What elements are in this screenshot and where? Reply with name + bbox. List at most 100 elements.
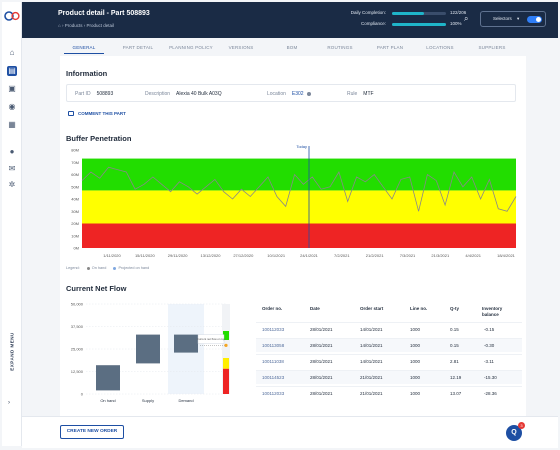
user-icon[interactable]: ● <box>9 147 15 156</box>
tab-part-detail[interactable]: PART DETAIL <box>122 45 154 50</box>
table-cell: 14/01/2021 <box>360 343 383 348</box>
order-number-link[interactable]: 100114523 <box>262 375 285 380</box>
table-cell: -15.30 <box>484 375 497 380</box>
zone-green <box>82 158 516 191</box>
daily-completion-bar <box>392 12 446 15</box>
legend-on-hand: On hand <box>91 266 107 270</box>
table-cell: 1000 <box>410 343 421 348</box>
y-tick-label: 10M <box>71 233 79 238</box>
chat-support-button[interactable]: Q <box>506 425 522 441</box>
archive-icon[interactable]: ▣ <box>8 84 16 93</box>
table-cell: -0.30 <box>484 343 495 348</box>
info-icon[interactable] <box>306 91 311 96</box>
table-cell: 0.15 <box>450 327 459 332</box>
today-label: Today <box>296 144 307 149</box>
x-tick-label: 18/4/2021 <box>497 253 516 258</box>
breadcrumb: ⌂ › Products › Product detail <box>58 23 115 28</box>
document-icon[interactable]: ▤ <box>7 66 17 76</box>
y-tick-label: 30M <box>71 209 79 214</box>
selectors-dropdown[interactable]: Selectors ▾ <box>480 11 546 27</box>
bar-supply <box>136 334 160 364</box>
table-cell: 1000 <box>410 391 421 396</box>
table-cell: 21/01/2021 <box>360 375 383 380</box>
tab-bom[interactable]: BOM <box>286 45 298 50</box>
part-id-field: Part ID 508893 <box>75 91 114 97</box>
table-cell: 13.07 <box>450 391 462 396</box>
table-row[interactable]: 100114523 28/01/2021 21/01/2021 1000 12.19 -1… <box>256 370 522 384</box>
comment-icon <box>68 111 74 117</box>
order-number-link[interactable]: 100113058 <box>262 343 285 348</box>
tab-part-plan[interactable]: PART PLAN <box>376 45 404 50</box>
description-field: Description Alexia 40 Bulk A03Q <box>145 91 222 97</box>
comment-part-link[interactable]: COMMENT THIS PART <box>68 111 126 117</box>
y-tick-label: 70M <box>71 160 79 165</box>
table-cell: -0.15 <box>484 327 495 332</box>
tab-planning-policy[interactable]: PLANNING POLICY <box>169 45 213 50</box>
mail-icon[interactable]: ✉ <box>8 164 16 173</box>
table-row[interactable]: 100112033 28/01/2021 14/01/2021 1000 0.15 -0.… <box>256 322 522 336</box>
x-category-label: Demand <box>178 398 193 403</box>
table-cell: -28.36 <box>484 391 497 396</box>
rule-field: Rule MTF <box>347 91 374 97</box>
series-line-on-hand <box>81 166 517 212</box>
tab-routings[interactable]: ROUTINGS <box>327 45 353 50</box>
tab-general[interactable]: GENERAL <box>64 40 104 54</box>
x-tick-label: 21/2/2021 <box>366 253 385 258</box>
x-tick-label: 13/12/2020 <box>200 253 221 258</box>
y-tick-label: 37,500 <box>71 324 84 329</box>
x-tick-label: 15/11/2020 <box>135 253 155 258</box>
table-row[interactable]: 100112033 28/01/2021 21/01/2021 1000 13.07 -2… <box>256 386 522 400</box>
order-number-link[interactable]: 100112033 <box>262 327 285 332</box>
x-tick-label: 24/1/2021 <box>300 253 319 258</box>
x-tick-label: 10/1/2021 <box>267 253 286 258</box>
table-row[interactable]: 100111038 28/01/2021 14/01/2021 1000 2.81 -3.… <box>256 354 522 368</box>
buffer-zone-green <box>223 331 229 340</box>
table-cell: 28/01/2021 <box>310 359 333 364</box>
current-net-flow-title: Current Net Flow <box>66 284 127 293</box>
tab-versions[interactable]: VERSIONS <box>228 45 254 50</box>
breadcrumb-products[interactable]: Products <box>64 23 83 28</box>
gear-icon[interactable]: ✲ <box>8 180 16 189</box>
net-flow-marker <box>224 343 228 347</box>
order-number-link[interactable]: 100112033 <box>262 391 285 396</box>
table-cell: 1000 <box>410 327 421 332</box>
table-cell: 14/01/2021 <box>360 327 383 332</box>
col-qty: Q-ty <box>450 306 459 311</box>
company-logo <box>4 11 20 21</box>
sidebar: ⌂ ▤ ▣ ◉ ▦ ● ✉ ✲ EXPAND MENU › <box>2 2 22 446</box>
table-cell: 12.19 <box>450 375 462 380</box>
x-tick-label: 4/4/2021 <box>465 253 481 258</box>
order-number-link[interactable]: 100111038 <box>262 359 284 364</box>
search-icon[interactable]: ⌕ <box>464 14 469 23</box>
buffer-zone-red <box>223 368 229 394</box>
information-title: Information <box>66 69 108 78</box>
compliance-bar <box>392 23 446 26</box>
home-breadcrumb-icon[interactable]: ⌂ <box>58 23 61 28</box>
table-cell: 28/01/2021 <box>310 343 333 348</box>
tab-locations[interactable]: LOCATIONS <box>426 45 454 50</box>
selectors-toggle[interactable] <box>527 16 542 23</box>
table-row[interactable]: 100113058 28/01/2021 14/01/2021 1000 0.15 -0.… <box>256 338 522 352</box>
create-new-order-button[interactable]: CREATE NEW ORDER <box>60 425 124 439</box>
table-cell: 28/01/2021 <box>310 391 333 396</box>
x-tick-label: 7/2/2021 <box>334 253 350 258</box>
compliance-value: 100% <box>450 21 462 26</box>
location-link[interactable]: E302 <box>291 91 304 97</box>
expand-arrow-icon[interactable]: › <box>8 400 10 406</box>
expand-menu-button[interactable]: EXPAND MENU <box>5 317 19 397</box>
home-icon[interactable]: ⌂ <box>9 48 15 57</box>
y-tick-label: 20M <box>71 221 79 226</box>
col-date: Date <box>310 306 320 311</box>
col-inventory-balance: Inventory balance <box>482 306 503 317</box>
col-line-no: Line no. <box>410 306 428 311</box>
globe-icon[interactable]: ◉ <box>8 102 16 111</box>
table-cell: 2.81 <box>450 359 459 364</box>
chevron-down-icon: ▾ <box>517 16 520 21</box>
y-tick-label: 0M <box>73 246 79 251</box>
page-footer: CREATE NEW ORDER Q 3 <box>22 416 558 448</box>
tab-suppliers[interactable]: SUPPLIERS <box>478 45 506 50</box>
chart-icon[interactable]: ▦ <box>8 120 16 129</box>
y-tick-label: 50,000 <box>71 302 84 307</box>
y-tick-label: 40M <box>71 197 79 202</box>
